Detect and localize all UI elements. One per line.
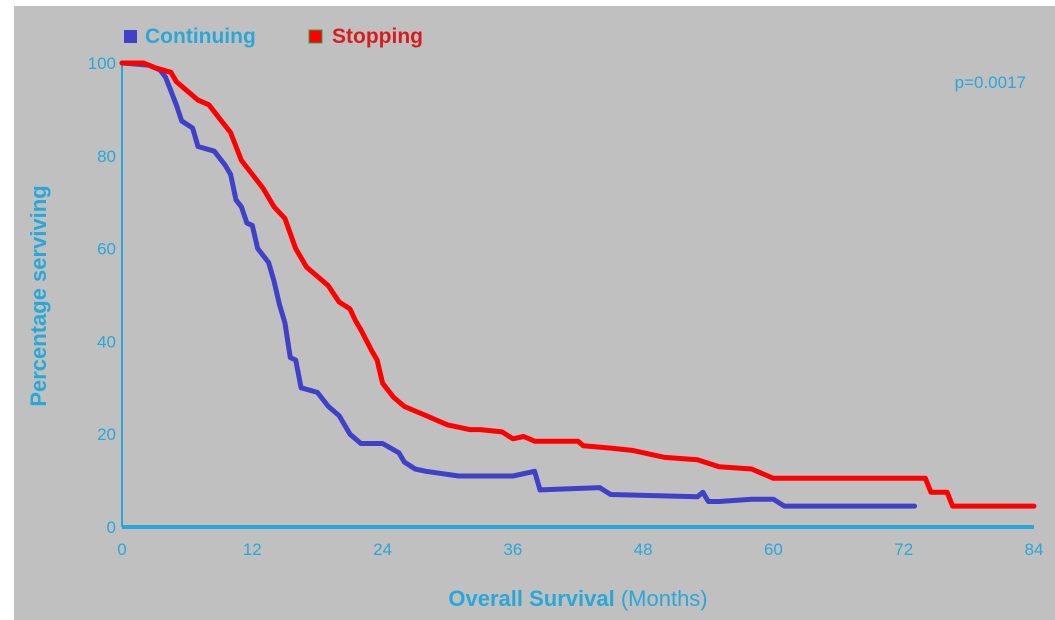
series-group (119, 60, 1037, 509)
x-tick-labels: 0 12 24 36 48 60 72 84 (117, 540, 1043, 559)
x-tick-label: 60 (764, 540, 783, 559)
y-tick-label: 40 (97, 332, 116, 351)
x-tick-label: 48 (634, 540, 653, 559)
x-axis-title-unit: (Months) (621, 586, 708, 611)
x-axis-title-main: Overall Survival (448, 586, 614, 611)
y-axis-title: Percentage serviving (26, 185, 51, 406)
p-value-annotation: p=0.0017 (955, 73, 1026, 92)
x-tick-label: 24 (373, 540, 392, 559)
x-tick-label: 12 (243, 540, 262, 559)
legend-swatch-stopping (308, 29, 323, 44)
survival-chart: Continuing Stopping p=0.0017 0 20 40 60 80 10… (26, 25, 1043, 611)
y-tick-label: 20 (97, 425, 116, 444)
legend-label-continuing: Continuing (145, 25, 256, 48)
x-tick-label: 0 (117, 540, 126, 559)
y-tick-label: 80 (97, 147, 116, 166)
x-tick-label: 84 (1025, 540, 1044, 559)
x-tick-label: 72 (894, 540, 913, 559)
chart-frame: Continuing Stopping p=0.0017 0 20 40 60 80 10… (14, 6, 1055, 620)
y-tick-labels: 0 20 40 60 80 100 (88, 54, 116, 537)
y-tick-label: 100 (88, 54, 116, 73)
series-line-stopping (119, 60, 1037, 509)
x-tick-label: 36 (503, 540, 522, 559)
legend-swatch-continuing (124, 30, 137, 43)
y-tick-label: 60 (97, 240, 116, 259)
legend: Continuing Stopping (124, 25, 423, 48)
x-axis-title: Overall Survival (Months) (448, 586, 707, 611)
y-tick-label: 0 (107, 518, 116, 537)
series-line-continuing (119, 60, 918, 509)
legend-label-stopping: Stopping (332, 25, 423, 48)
